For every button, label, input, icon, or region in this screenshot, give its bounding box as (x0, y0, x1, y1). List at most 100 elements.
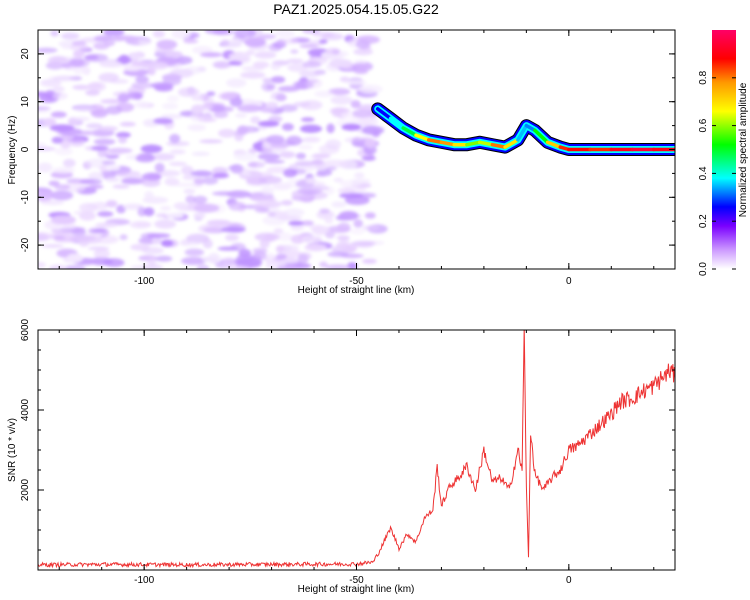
noise-blob (89, 229, 107, 234)
noise-blob (148, 257, 157, 266)
noise-blob (261, 82, 275, 92)
signal-ridge (378, 109, 675, 150)
spectrogram-plot-area (27, 27, 675, 273)
noise-blob (185, 249, 205, 257)
noise-blob (311, 159, 323, 165)
noise-blob (305, 178, 316, 184)
noise-blob (183, 175, 197, 180)
noise-blob (300, 125, 322, 133)
snr-frame (38, 330, 675, 570)
noise-blob (358, 85, 382, 94)
colorbar-label: Normalized spectral amplitude (738, 82, 749, 217)
noise-blob (315, 173, 326, 177)
noise-blob (340, 77, 350, 83)
colorbar-tick-label: 0.0 (698, 262, 709, 276)
noise-blob (84, 55, 98, 60)
noise-blob (325, 232, 335, 239)
noise-blob (299, 145, 313, 150)
noise-blob (270, 144, 289, 149)
noise-blob (194, 178, 205, 185)
noise-blob (280, 151, 295, 158)
noise-blob (120, 234, 128, 240)
noise-blob (72, 117, 90, 121)
noise-blob (165, 213, 184, 218)
noise-blob (184, 39, 199, 43)
noise-blob (363, 225, 380, 231)
noise-blob (350, 228, 365, 234)
noise-blob (167, 95, 179, 102)
noise-blob (153, 30, 165, 37)
noise-blob (351, 64, 368, 70)
y-tick-label: -20 (20, 237, 31, 252)
noise-blob (214, 62, 230, 69)
noise-blob (138, 207, 147, 217)
noise-blob (321, 33, 343, 40)
noise-blob (51, 215, 76, 224)
noise-blob (267, 253, 276, 260)
noise-blob (115, 171, 141, 178)
noise-blob (205, 27, 230, 35)
noise-blob (206, 91, 215, 96)
noise-blob (293, 102, 310, 107)
y-tick-label: 4000 (20, 398, 31, 421)
ridge-core-segment (480, 142, 493, 144)
noise-blob (54, 236, 66, 240)
y-tick-label: 10 (20, 96, 31, 108)
noise-blob (284, 208, 305, 216)
noise-blob (184, 189, 196, 194)
noise-blob (85, 90, 100, 96)
noise-blob (153, 118, 173, 124)
noise-blob (212, 173, 229, 179)
colorbar-gradient (712, 30, 736, 269)
noise-blob (154, 85, 173, 92)
noise-blob (325, 139, 341, 149)
noise-blob (88, 83, 103, 90)
noise-blob (240, 72, 265, 79)
noise-blob (326, 123, 334, 133)
noise-blob (118, 136, 127, 143)
noise-blob (214, 111, 229, 118)
noise-blob (283, 169, 297, 178)
noise-blob (53, 76, 75, 82)
y-tick-label: 6000 (20, 318, 31, 341)
noise-blob (162, 74, 182, 82)
noise-blob (336, 242, 348, 249)
noise-blob (68, 58, 90, 68)
noise-blob (362, 126, 385, 135)
noise-blob (97, 211, 113, 217)
noise-blob (352, 109, 372, 118)
noise-blob (54, 226, 75, 231)
noise-blob (169, 134, 180, 143)
x-tick-label: -100 (134, 276, 154, 287)
noise-blob (277, 265, 298, 271)
noise-blob (130, 221, 152, 229)
noise-blob (327, 252, 348, 258)
noise-blob (253, 61, 269, 68)
noise-blob (162, 103, 178, 109)
noise-blob (71, 235, 96, 242)
noise-blob (53, 87, 65, 92)
noise-blob (49, 265, 67, 272)
noise-blob (154, 220, 176, 229)
noise-blob (290, 49, 298, 53)
ridge-core-segment (492, 145, 505, 147)
noise-blob (118, 93, 130, 102)
noise-blob (33, 262, 46, 268)
noise-blob (161, 240, 174, 247)
noise-blob (319, 39, 328, 43)
noise-blob (106, 165, 121, 170)
noise-blob (203, 239, 213, 249)
noise-blob (276, 254, 287, 260)
noise-blob (302, 28, 320, 34)
noise-blob (275, 94, 286, 101)
noise-blob (120, 122, 136, 127)
noise-blob (351, 100, 361, 108)
noise-blob (308, 185, 329, 191)
noise-blob (48, 56, 68, 64)
noise-blob (141, 179, 160, 187)
noise-blob (281, 200, 293, 206)
noise-blob (298, 254, 309, 264)
noise-blob (89, 185, 104, 189)
noise-blob (61, 140, 70, 149)
x-tick-label: 0 (566, 276, 572, 287)
